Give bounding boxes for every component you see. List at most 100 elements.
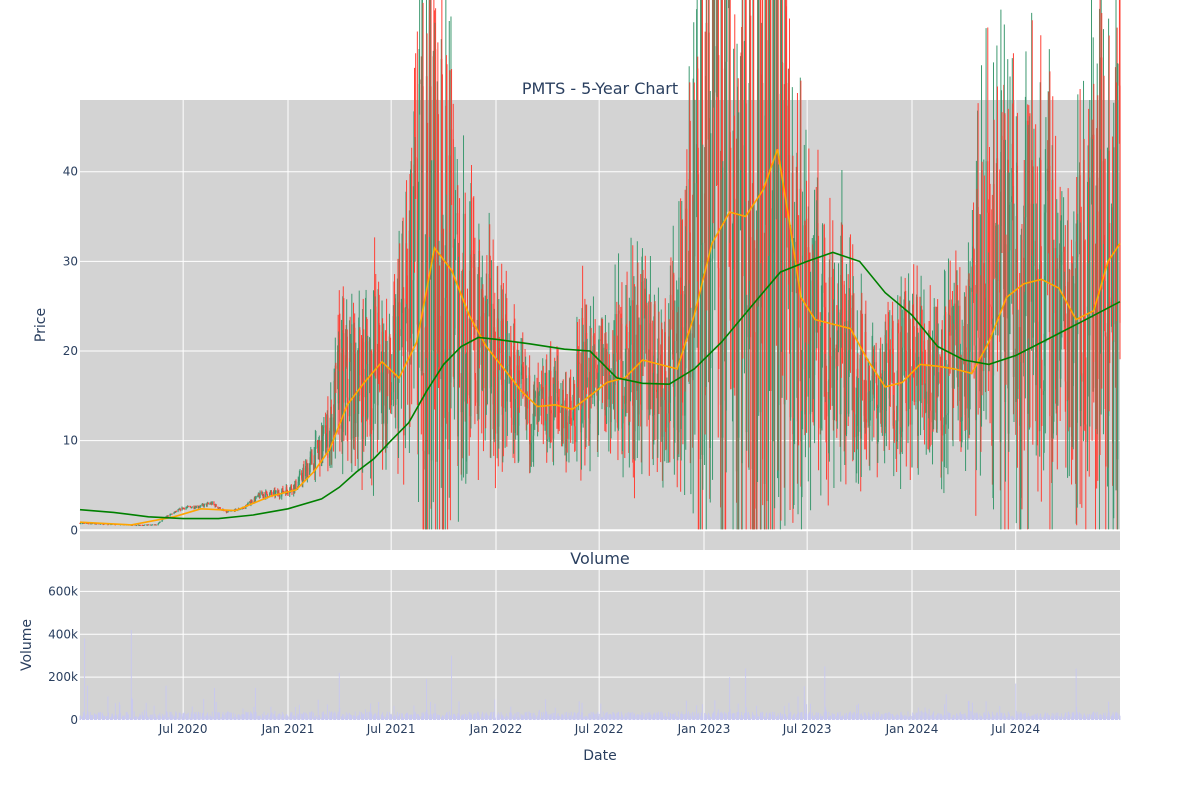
candle-body xyxy=(1015,216,1017,402)
volume-bar xyxy=(444,715,446,720)
candle-body xyxy=(780,163,783,321)
volume-bar xyxy=(733,713,735,720)
candlestick xyxy=(355,342,357,437)
candle-body xyxy=(557,380,559,399)
candle-body xyxy=(546,372,548,441)
volume-bar xyxy=(433,714,435,720)
candle-body xyxy=(193,508,196,509)
volume-bar xyxy=(350,714,352,720)
candlestick xyxy=(364,297,367,446)
volume-bar xyxy=(90,714,92,720)
volume-bar xyxy=(251,712,252,720)
volume-bar xyxy=(323,714,325,720)
candle-body xyxy=(992,375,994,433)
volume-bar xyxy=(702,716,704,720)
volume-bar xyxy=(568,712,570,720)
volume-bar xyxy=(255,711,257,720)
volume-bar xyxy=(728,715,730,720)
volume-bar xyxy=(337,714,339,720)
candle-body xyxy=(155,524,157,526)
candle-body xyxy=(266,494,269,498)
volume-bar xyxy=(467,714,468,720)
volume-bar xyxy=(214,687,215,720)
volume-y-tick-label: 200k xyxy=(48,670,78,684)
volume-bar xyxy=(601,717,603,720)
candle-body xyxy=(309,457,311,464)
candlestick xyxy=(598,325,600,391)
candlestick xyxy=(1071,263,1073,447)
volume-bar xyxy=(677,711,679,720)
volume-bar xyxy=(159,715,161,720)
volume-bar xyxy=(233,712,235,720)
candle-body xyxy=(243,507,245,509)
candle-body xyxy=(943,315,946,425)
candlestick xyxy=(716,0,718,98)
volume-bar xyxy=(133,711,135,720)
volume-bar-series xyxy=(79,630,1121,720)
candlestick xyxy=(1019,273,1021,530)
candle-body xyxy=(179,508,181,511)
volume-bar xyxy=(430,717,432,720)
candlestick xyxy=(1065,313,1067,468)
candle-body xyxy=(797,288,800,328)
candle-body xyxy=(454,237,456,329)
candle-body xyxy=(711,0,714,259)
volume-bar xyxy=(737,703,739,720)
volume-bar xyxy=(833,717,835,720)
candle-body xyxy=(896,430,898,431)
candle-body xyxy=(327,415,329,458)
volume-bar xyxy=(673,715,675,720)
volume-bar xyxy=(533,716,535,720)
candle-body xyxy=(785,11,787,106)
candle-body xyxy=(334,365,336,434)
candlestick xyxy=(960,417,963,448)
candlestick xyxy=(932,340,934,432)
candlestick xyxy=(933,298,935,420)
volume-bar xyxy=(830,715,831,720)
volume-bar xyxy=(724,713,726,720)
candle-body xyxy=(1044,322,1046,334)
candlestick xyxy=(505,293,507,412)
volume-bar xyxy=(445,712,447,720)
volume-bar xyxy=(445,714,447,720)
volume-bar xyxy=(879,716,881,720)
candlestick xyxy=(297,476,299,488)
volume-bar xyxy=(781,716,782,720)
candle-body xyxy=(652,414,654,417)
candlestick xyxy=(760,263,762,530)
candle-body xyxy=(1077,213,1079,257)
volume-bar xyxy=(401,716,403,720)
volume-bar xyxy=(179,712,181,720)
candlestick xyxy=(865,380,868,460)
volume-bar xyxy=(466,716,468,720)
candle-body xyxy=(695,144,698,184)
candle-body xyxy=(913,318,915,361)
candle-body xyxy=(733,176,735,222)
volume-bar xyxy=(381,713,383,720)
candlestick xyxy=(295,479,297,491)
volume-bar xyxy=(753,715,755,720)
volume-bar xyxy=(496,714,498,720)
candlestick xyxy=(1076,220,1078,508)
candle-body xyxy=(1100,320,1102,324)
candle-body xyxy=(755,248,758,509)
volume-bar xyxy=(553,713,555,720)
volume-bar xyxy=(389,714,391,720)
volume-bar xyxy=(109,717,111,720)
candle-body xyxy=(446,129,448,412)
volume-bar xyxy=(285,714,287,720)
volume-bar xyxy=(122,715,124,720)
candlestick xyxy=(729,0,731,321)
candlestick xyxy=(602,344,604,376)
volume-bar xyxy=(554,707,556,720)
candle-body xyxy=(1060,264,1062,309)
short-moving-average-line xyxy=(79,149,1121,526)
candlestick xyxy=(1049,71,1051,530)
volume-bar xyxy=(367,711,369,720)
candle-body xyxy=(367,364,369,418)
volume-bar xyxy=(253,706,255,720)
volume-bar xyxy=(848,713,850,720)
volume-bar xyxy=(525,712,527,720)
candle-body xyxy=(498,348,501,354)
volume-bar xyxy=(237,714,239,720)
